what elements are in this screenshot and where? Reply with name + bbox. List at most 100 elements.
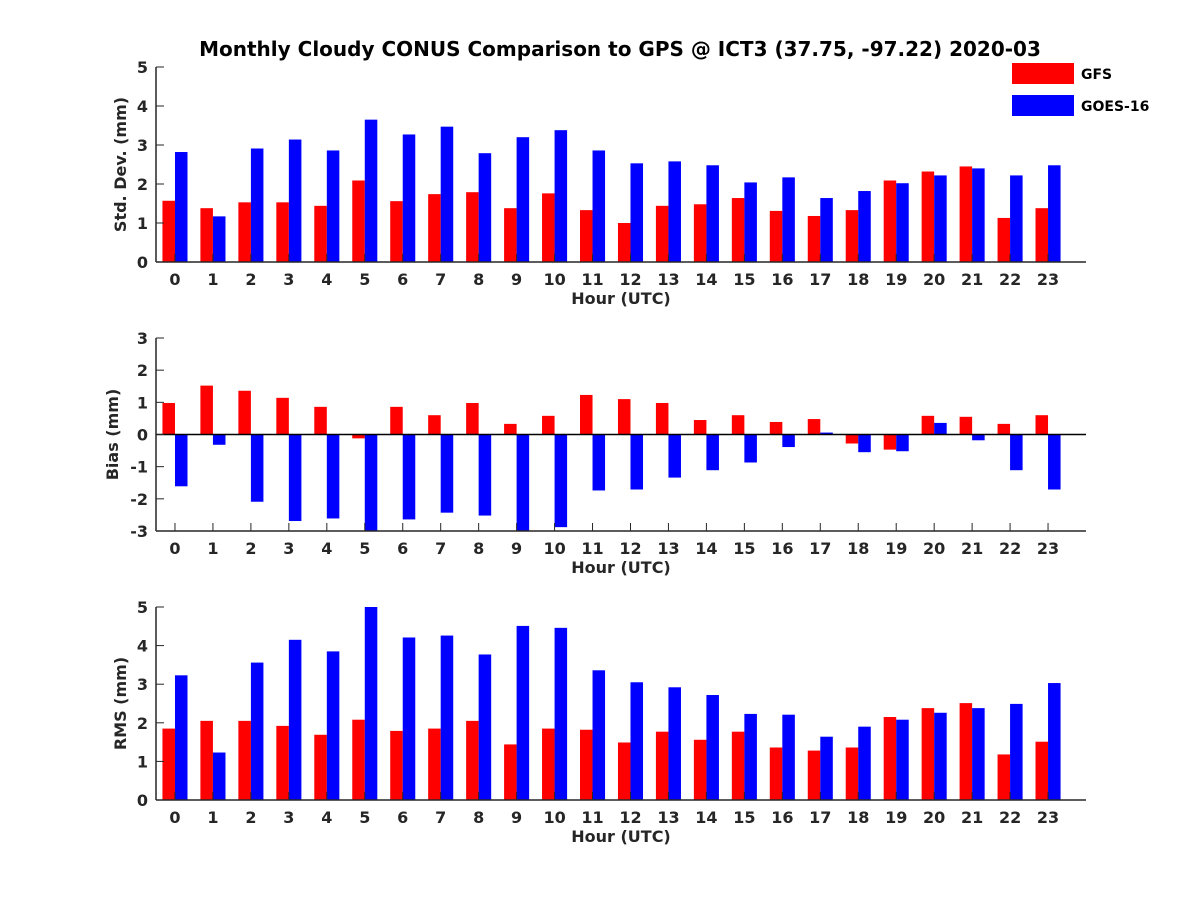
rms-bar-goes16-0 xyxy=(174,675,188,800)
std-bar-goes16-10 xyxy=(554,130,568,262)
rms-bar-goes16-18 xyxy=(858,726,871,800)
legend-label-gfs: GFS xyxy=(1081,67,1112,83)
rms-bar-goes16-21 xyxy=(972,708,985,800)
bias-bar-goes16-14 xyxy=(706,434,719,471)
rms-bar-gfs-5 xyxy=(352,719,365,800)
std-bar-goes16-2 xyxy=(250,148,264,262)
bias-x-tick-label: 3 xyxy=(283,539,294,558)
rms-x-tick-label: 11 xyxy=(581,808,603,827)
std-y-axis-label: Std. Dev. (mm) xyxy=(111,97,130,232)
bias-bar-goes16-17 xyxy=(820,432,833,435)
rms-bar-goes16-23 xyxy=(1048,683,1061,800)
std-bar-gfs-5 xyxy=(352,180,365,262)
bias-x-tick-label: 17 xyxy=(809,539,831,558)
std-bar-gfs-1 xyxy=(200,208,213,262)
bias-bar-goes16-5 xyxy=(364,434,378,531)
std-bar-goes16-14 xyxy=(706,165,719,262)
bias-bar-goes16-16 xyxy=(782,434,795,448)
bias-bar-goes16-4 xyxy=(326,434,340,519)
std-bar-goes16-6 xyxy=(402,134,416,262)
bias-bar-goes16-1 xyxy=(212,434,226,445)
std-y-tick-label: 3 xyxy=(137,136,148,155)
bias-x-tick-label: 9 xyxy=(511,539,522,558)
std-x-tick-label: 8 xyxy=(473,270,484,289)
bias-bar-gfs-3 xyxy=(276,397,289,435)
bias-y-tick-label: 2 xyxy=(137,361,148,380)
bias-bar-gfs-1 xyxy=(200,385,213,435)
bias-bar-goes16-8 xyxy=(478,434,492,516)
std-bar-goes16-17 xyxy=(820,198,833,262)
rms-bar-goes16-11 xyxy=(592,670,606,800)
rms-bar-gfs-22 xyxy=(997,754,1011,800)
rms-bar-gfs-8 xyxy=(466,720,479,800)
rms-x-tick-label: 6 xyxy=(397,808,408,827)
bias-bar-goes16-19 xyxy=(896,434,909,452)
std-bar-gfs-23 xyxy=(1035,208,1049,262)
bias-bar-gfs-11 xyxy=(580,394,593,435)
legend: GFS GOES-16 xyxy=(1012,63,1149,116)
bias-bar-gfs-9 xyxy=(504,423,517,435)
std-x-tick-label: 18 xyxy=(847,270,869,289)
bias-y-axis-label: Bias (mm) xyxy=(103,389,122,481)
rms-bar-gfs-2 xyxy=(238,720,251,800)
bias-x-tick-label: 16 xyxy=(771,539,793,558)
std-bar-goes16-11 xyxy=(592,150,606,262)
bias-bar-gfs-22 xyxy=(997,423,1011,435)
bias-bar-goes16-12 xyxy=(630,434,644,490)
rms-bar-goes16-7 xyxy=(440,635,454,800)
std-bar-goes16-15 xyxy=(744,182,757,262)
bias-x-tick-label: 12 xyxy=(619,539,641,558)
rms-x-axis-label: Hour (UTC) xyxy=(571,827,671,846)
std-bar-goes16-0 xyxy=(174,152,188,262)
std-x-tick-label: 5 xyxy=(359,270,370,289)
rms-bar-gfs-21 xyxy=(959,703,973,800)
bias-x-tick-label: 23 xyxy=(1037,539,1059,558)
rms-bar-gfs-7 xyxy=(428,728,441,800)
std-bar-goes16-7 xyxy=(440,126,454,262)
std-bar-goes16-21 xyxy=(972,168,985,262)
std-x-tick-label: 22 xyxy=(999,270,1021,289)
rms-bar-gfs-12 xyxy=(617,742,631,800)
std-x-tick-label: 9 xyxy=(511,270,522,289)
rms-x-tick-label: 20 xyxy=(923,808,945,827)
std-bar-goes16-1 xyxy=(212,216,226,262)
bias-bar-goes16-21 xyxy=(972,434,985,441)
std-x-tick-label: 17 xyxy=(809,270,831,289)
rms-y-tick-label: 1 xyxy=(137,752,148,771)
rms-x-tick-label: 23 xyxy=(1037,808,1059,827)
std-bar-gfs-12 xyxy=(617,223,631,262)
rms-bar-gfs-3 xyxy=(276,725,289,800)
bias-y-tick-label: -3 xyxy=(130,522,148,541)
rms-bar-goes16-17 xyxy=(820,736,833,800)
std-x-axis-label: Hour (UTC) xyxy=(571,289,671,308)
bias-x-axis-label: Hour (UTC) xyxy=(571,558,671,577)
bias-x-tick-label: 6 xyxy=(397,539,408,558)
rms-bar-goes16-4 xyxy=(326,651,340,800)
std-bar-goes16-13 xyxy=(668,161,681,262)
rms-bar-goes16-14 xyxy=(706,695,719,800)
bias-y-tick-label: 0 xyxy=(137,426,148,445)
rms-x-tick-label: 2 xyxy=(245,808,256,827)
rms-y-axis-label: RMS (mm) xyxy=(111,657,130,750)
rms-bar-gfs-13 xyxy=(655,731,669,800)
bias-bar-goes16-18 xyxy=(858,434,871,453)
bias-x-tick-label: 19 xyxy=(885,539,907,558)
bias-bar-gfs-19 xyxy=(883,434,897,450)
rms-x-tick-label: 4 xyxy=(321,808,332,827)
bias-x-tick-label: 13 xyxy=(657,539,679,558)
std-y-tick-label: 0 xyxy=(137,253,148,272)
rms-x-tick-label: 8 xyxy=(473,808,484,827)
rms-bar-goes16-15 xyxy=(744,713,757,800)
std-x-tick-label: 7 xyxy=(435,270,446,289)
rms-bar-goes16-5 xyxy=(364,607,378,800)
bias-x-tick-label: 10 xyxy=(543,539,565,558)
legend-swatch-gfs xyxy=(1012,63,1074,84)
rms-bar-goes16-13 xyxy=(668,687,681,800)
std-bar-gfs-15 xyxy=(731,198,745,262)
bias-bar-gfs-18 xyxy=(845,434,859,444)
bias-bar-gfs-17 xyxy=(807,419,821,435)
rms-x-tick-label: 12 xyxy=(619,808,641,827)
rms-bar-gfs-20 xyxy=(921,708,935,800)
bias-bar-goes16-23 xyxy=(1048,434,1061,490)
bias-bar-gfs-10 xyxy=(542,415,555,435)
